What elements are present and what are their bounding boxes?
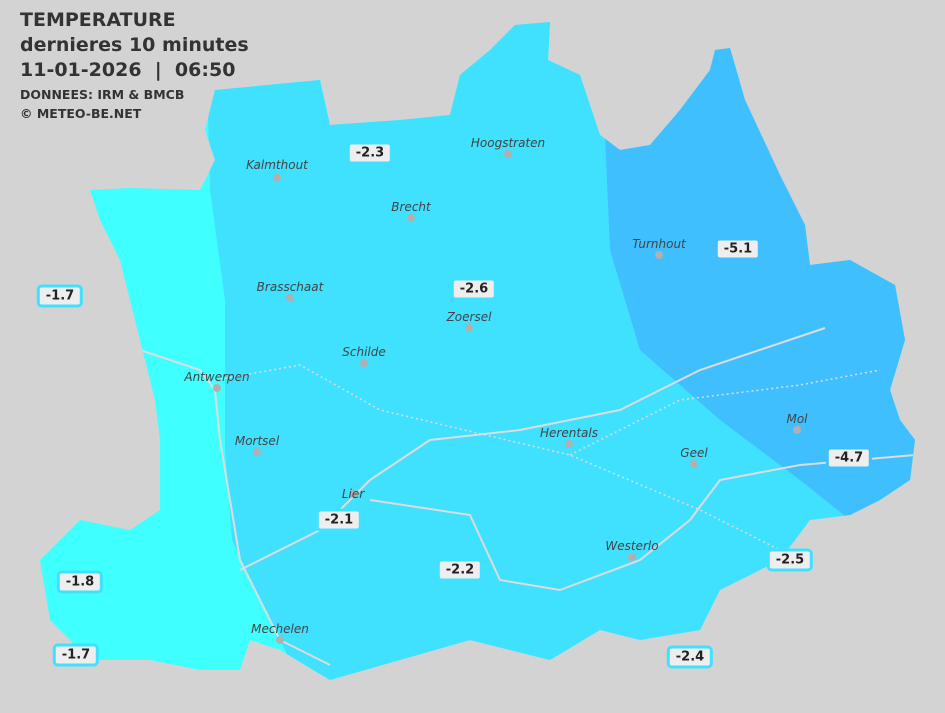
city-dot (276, 636, 284, 644)
data-source: DONNEES: IRM & BMCB (20, 87, 185, 102)
city-label: Turnhout (632, 237, 686, 251)
city-label: Hoogstraten (470, 136, 546, 150)
city-dot (360, 359, 368, 367)
city-label: Lier (341, 487, 365, 501)
railways (214, 364, 881, 561)
city-label: Schilde (342, 345, 386, 359)
city-dot (565, 440, 573, 448)
city-dot (253, 448, 261, 456)
city-label: Mol (786, 412, 808, 426)
city-dot (504, 150, 512, 158)
temperature-reading: -1.8 (56, 570, 104, 594)
city-dot (465, 324, 473, 332)
city-dot (213, 384, 221, 392)
city-label: Mortsel (234, 434, 280, 448)
city-label: Brasschaat (256, 280, 324, 294)
copyright: © METEO-BE.NET (20, 106, 142, 121)
temperature-reading: -1.7 (52, 643, 100, 667)
map-header: TEMPERATURE dernieres 10 minutes 11-01-2… (20, 8, 249, 123)
city-label: Antwerpen (184, 370, 250, 384)
city-dot (655, 251, 663, 259)
city-dot (690, 460, 698, 468)
city-label: Westerlo (605, 539, 659, 553)
map-datetime: 11-01-2026 | 06:50 (20, 59, 236, 81)
temperature-reading: -2.1 (315, 508, 363, 532)
city-label: Geel (680, 446, 708, 460)
city-dot (628, 553, 636, 561)
map-subtitle: dernieres 10 minutes (20, 34, 249, 56)
temperature-reading: -2.4 (666, 645, 714, 669)
city-label: Brecht (391, 200, 431, 214)
temperature-reading: -4.7 (825, 446, 873, 470)
temperature-reading: -1.7 (36, 284, 84, 308)
temperature-reading: -5.1 (714, 237, 762, 261)
temperature-reading: -2.6 (450, 277, 498, 301)
city-dot (286, 294, 294, 302)
temperature-reading: -2.3 (346, 141, 394, 165)
city-dot (793, 426, 801, 434)
city-dot (407, 214, 415, 222)
temperature-reading: -2.5 (766, 548, 814, 572)
city-label: Mechelen (251, 622, 309, 636)
temperature-reading: -2.2 (436, 558, 484, 582)
city-dot (349, 490, 357, 498)
city-label: Kalmthout (246, 158, 308, 172)
map-title: TEMPERATURE (20, 9, 176, 31)
city-label: Zoersel (446, 310, 492, 324)
city-label: Herentals (540, 426, 598, 440)
city-dot (273, 174, 281, 182)
